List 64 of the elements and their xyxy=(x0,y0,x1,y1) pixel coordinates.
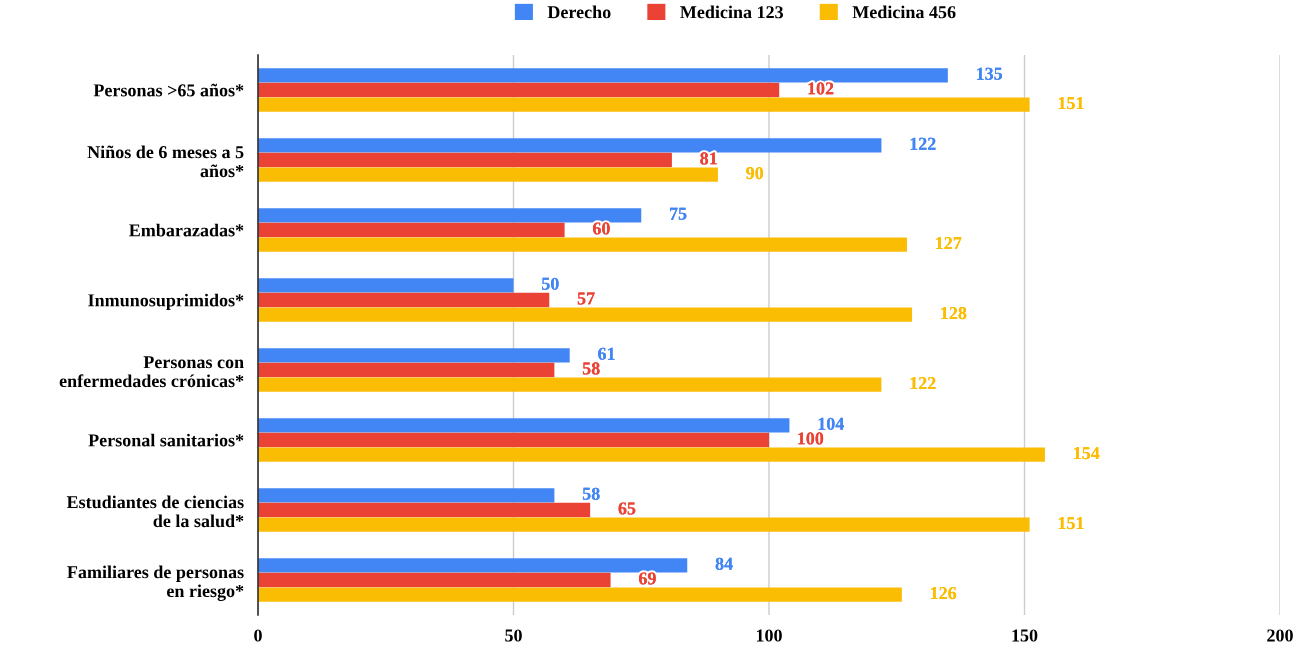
data-label: 58 xyxy=(582,362,600,375)
data-label: 151 xyxy=(1058,97,1084,110)
x-tick-label: 50 xyxy=(505,629,522,642)
bar xyxy=(258,418,790,433)
bar xyxy=(258,97,1030,112)
bar xyxy=(258,587,902,602)
bar xyxy=(258,68,948,83)
y-tick-label: Personas con enfermedades crónicas* xyxy=(59,356,244,388)
data-label: 135 xyxy=(977,67,1003,80)
legend-label: Medicina 123 xyxy=(680,5,784,19)
y-tick-label: Inmunosuprimidos* xyxy=(88,293,244,311)
y-tick-label: Familiares de personas en riesgo* xyxy=(67,565,244,601)
bar xyxy=(258,348,570,363)
bar xyxy=(258,222,565,238)
legend-label: Medicina 456 xyxy=(852,5,956,19)
data-label: 57 xyxy=(577,292,595,305)
data-label: 58 xyxy=(582,487,600,500)
bar xyxy=(258,502,591,518)
bar xyxy=(258,307,913,322)
data-label: 65 xyxy=(618,502,636,515)
bar xyxy=(258,152,672,168)
data-label: 122 xyxy=(910,377,936,390)
data-label: 104 xyxy=(818,417,844,430)
y-tick-label: Niños de 6 meses a 5 años* xyxy=(87,145,244,178)
x-tick-label: 0 xyxy=(254,629,262,642)
bar xyxy=(258,292,550,308)
data-label: 126 xyxy=(931,587,957,600)
bar xyxy=(258,237,907,252)
data-label: 151 xyxy=(1058,517,1084,530)
data-label: 154 xyxy=(1074,447,1100,460)
bar xyxy=(258,208,642,223)
bar xyxy=(258,362,555,378)
data-label: 69 xyxy=(638,572,656,585)
x-tick-label: 200 xyxy=(1267,629,1293,642)
data-label: 61 xyxy=(598,347,615,360)
data-label: 90 xyxy=(746,167,764,180)
data-label: 128 xyxy=(941,307,967,320)
bar xyxy=(258,432,769,448)
bar xyxy=(258,488,555,503)
x-tick-label: 150 xyxy=(1012,629,1038,642)
data-label: 75 xyxy=(670,207,687,220)
data-label: 122 xyxy=(910,137,936,150)
data-label: 100 xyxy=(798,432,824,445)
data-label: 50 xyxy=(542,277,559,290)
y-tick-label: Personas >65 años* xyxy=(93,83,244,97)
bar xyxy=(258,82,780,98)
bar xyxy=(258,278,514,293)
bar xyxy=(258,167,718,182)
bar xyxy=(258,572,611,588)
data-label: 84 xyxy=(715,557,733,570)
legend-label: Derecho xyxy=(547,5,611,19)
y-tick-label: Embarazadas* xyxy=(129,223,244,237)
x-tick-label: 100 xyxy=(756,629,782,642)
data-label: 127 xyxy=(936,237,962,250)
bar xyxy=(258,558,688,573)
data-label: 81 xyxy=(700,152,717,165)
data-label: 102 xyxy=(808,82,834,95)
bar xyxy=(258,377,882,392)
y-tick-label: Personal sanitarios* xyxy=(88,433,244,447)
bar xyxy=(258,138,882,153)
bar xyxy=(258,447,1045,462)
y-tick-label: Estudiantes de ciencias de la salud* xyxy=(66,495,244,528)
data-label: 60 xyxy=(593,222,610,235)
bar xyxy=(258,517,1030,532)
